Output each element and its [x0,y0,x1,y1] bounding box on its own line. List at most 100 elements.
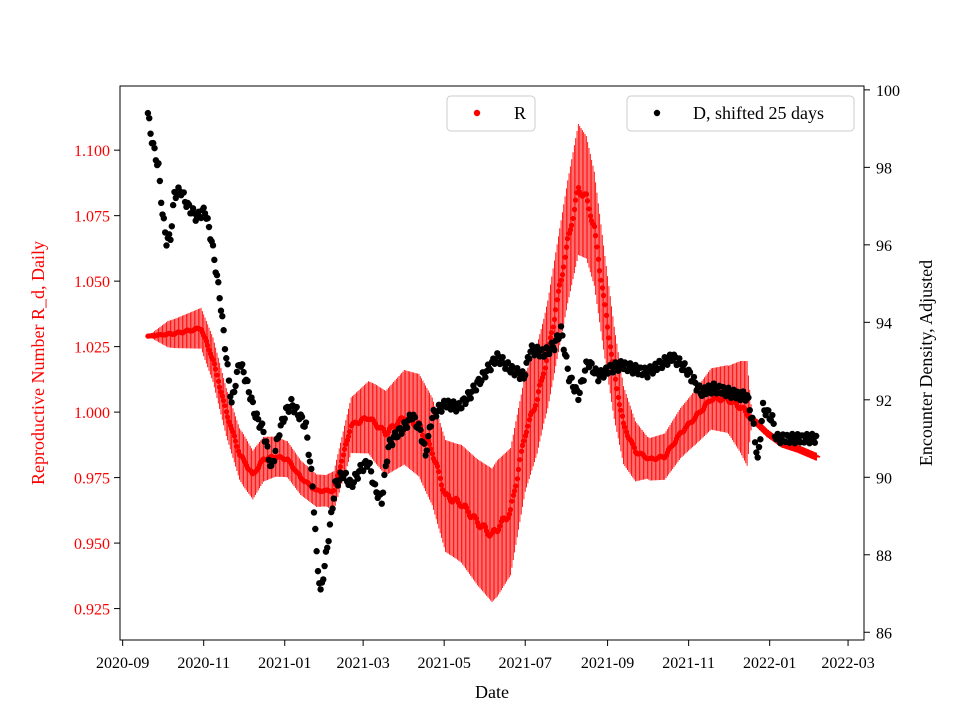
r-point [525,423,531,429]
d-point [313,548,320,555]
x-tick-label: 2021-05 [418,655,471,672]
d-point [769,411,776,419]
d-point [320,576,327,583]
r-point [619,413,625,419]
d-point [326,521,334,528]
d-point [146,114,153,122]
d-point [681,360,688,367]
x-tick-label: 2021-01 [258,655,311,672]
d-point [223,355,230,362]
r-point [337,464,344,470]
d-point [811,439,819,446]
d-point [160,215,168,222]
r-point [223,409,229,415]
r-point [571,206,577,213]
r-point [559,272,566,278]
r-point-plus [812,452,821,461]
r-point [517,457,523,463]
r-point [598,277,604,283]
d-point [240,368,247,376]
d-point [580,377,587,384]
r-point [508,507,514,513]
right-y-axis: 86 88 90 92 94 96 98 100 [864,83,900,642]
r-point [614,386,620,392]
r-point [511,488,518,494]
d-point [334,482,342,489]
r-point [234,443,240,450]
d-point [588,360,595,367]
d-point [232,382,239,390]
d-point [600,374,607,381]
d-point [249,398,257,406]
d-point [564,365,571,372]
r-point [217,384,223,390]
r-point [602,302,608,308]
d-point [433,413,440,420]
r-point [608,351,615,357]
d-point [147,130,154,137]
left-tick-label: 1.000 [74,405,110,422]
r-point [593,233,599,239]
d-point [751,439,759,446]
r-point [616,401,623,408]
d-point [421,440,428,447]
left-tick-label: 1.025 [74,340,110,357]
right-y-axis-label: Encounter Density, Adjusted [916,260,936,466]
d-point [308,465,315,473]
d-point [253,410,261,417]
d-point [354,475,362,482]
r-point [426,441,433,447]
r-point [211,361,217,367]
r-point [606,335,612,341]
left-tick-label: 0.950 [74,536,110,553]
d-point [163,242,170,249]
legend-d-label: D, shifted 25 days [693,103,824,123]
d-point [330,495,338,502]
d-point [686,368,694,376]
d-point [499,353,506,361]
d-point [245,388,253,396]
r-point [437,475,443,481]
d-point [557,323,565,330]
d-point [260,428,267,436]
d-point [306,458,314,465]
d-point [381,471,388,479]
d-point [758,417,765,425]
d-point [690,373,698,381]
d-point [298,413,306,421]
d-point [168,223,176,230]
left-y-axis-label: Reproductive Number R_d, Daily [28,241,48,485]
right-tick-label: 86 [876,625,892,642]
left-tick-label: 0.975 [74,471,110,488]
d-point [150,139,157,147]
r-point [339,458,345,464]
r-point [586,206,592,212]
d-point [216,294,223,302]
d-point [219,313,226,320]
d-point [262,438,270,445]
d-point [551,346,558,354]
r-point [585,198,591,204]
r-point [210,356,216,363]
d-point [165,231,173,238]
d-point [155,160,162,167]
d-point [342,469,350,477]
right-tick-label: 96 [876,238,892,255]
left-tick-label: 1.100 [74,143,110,160]
r-point [549,330,555,336]
d-point [383,458,391,465]
r-point [340,452,346,458]
d-point [568,374,575,381]
d-point [770,420,777,427]
d-point [197,214,205,222]
r-point [509,498,515,504]
right-tick-label: 94 [876,315,892,332]
d-point [458,404,465,412]
d-point [189,205,197,212]
d-point [563,353,570,360]
d-point [759,399,767,407]
d-point [180,189,187,196]
d-point [676,355,683,362]
d-point [425,432,432,440]
